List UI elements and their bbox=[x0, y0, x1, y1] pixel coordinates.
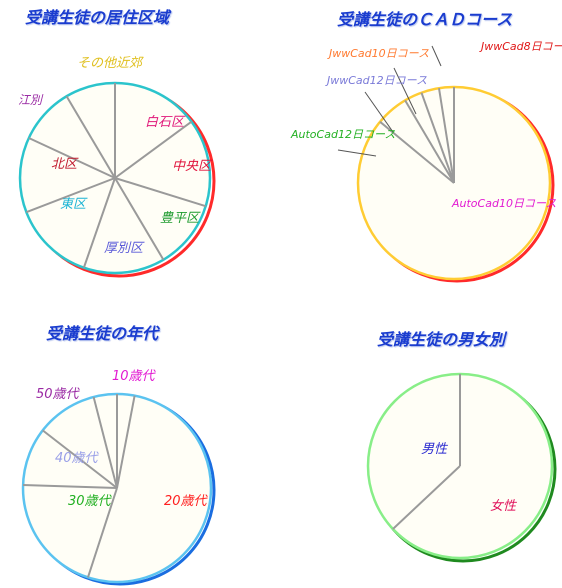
callout-leader-line bbox=[393, 67, 417, 115]
chart-panel-residence: 受講生徒の居住区域 白石区中央区豊平区 厚別区 東区 北区 江別 その他近郊 bbox=[0, 0, 281, 294]
chart-title-cad-course: 受講生徒のＣＡＤコース bbox=[337, 10, 513, 29]
pie-slice-divider bbox=[437, 88, 455, 184]
chart-title-age: 受講生徒の年代 bbox=[46, 324, 159, 343]
pie-slice-label: 50歳代 bbox=[36, 387, 81, 402]
chart-panel-gender: 受講生徒の男女別 女性 男性 bbox=[281, 294, 562, 588]
callout-leader-line bbox=[337, 149, 377, 157]
pie-slice-divider bbox=[114, 177, 165, 261]
pie-slice-divider bbox=[87, 487, 118, 578]
callout-leader-line bbox=[431, 45, 442, 67]
pie-chart-gender: 女性 男性 bbox=[366, 372, 557, 563]
pie-slice-label: 白石区 bbox=[145, 115, 186, 130]
pie-slice-label: JwwCad12日コース bbox=[325, 74, 427, 87]
pie-slice-label: その他近郊 bbox=[77, 56, 144, 71]
pie-slice-label: 女性 bbox=[490, 498, 518, 514]
pie-slice-divider bbox=[23, 484, 118, 489]
pie-slice-label: 40歳代 bbox=[55, 451, 100, 466]
pie-slice-divider bbox=[65, 95, 116, 179]
pie-slice-divider bbox=[92, 396, 118, 489]
chart-title-gender: 受講生徒の男女別 bbox=[377, 330, 506, 349]
pie-chart-age: 10歳代 20歳代 30歳代 40歳代 50歳代 bbox=[21, 369, 216, 586]
pie-slice-label: AutoCad10日コース bbox=[451, 197, 556, 210]
pie-slice-label: 厚別区 bbox=[104, 241, 145, 256]
callout-leader-line bbox=[364, 91, 394, 133]
pie-slice-label: 10歳代 bbox=[112, 369, 157, 384]
pie-slice-divider bbox=[114, 120, 193, 179]
pie-slice-label: 中央区 bbox=[172, 159, 213, 174]
pie-slice-label: JwwCad10日コース bbox=[327, 47, 429, 60]
pie-slice-divider bbox=[25, 177, 116, 214]
pie-slice-label: 男性 bbox=[421, 442, 449, 457]
pie-slice-label: JwwCad8日コース他 bbox=[479, 40, 562, 53]
pie-slice-divider bbox=[42, 429, 118, 489]
pie-slice-divider bbox=[116, 395, 136, 489]
pie-slice-label: 20歳代 bbox=[164, 494, 209, 509]
pie-slice-divider bbox=[404, 99, 455, 184]
pie-slice-label: 30歳代 bbox=[68, 494, 113, 509]
pie-slice-label: 北区 bbox=[51, 157, 79, 172]
pie-slice-divider bbox=[420, 92, 455, 184]
pie-slice-label: 江別 bbox=[18, 93, 44, 107]
chart-panel-age: 受講生徒の年代 10歳代 20歳代 30歳代 40歳代 50歳代 bbox=[0, 294, 281, 588]
pie-slice-divider bbox=[28, 137, 116, 179]
pie-chart-cad-course: JwwCad8日コース他 JwwCad10日コース JwwCad12日コース Auto… bbox=[290, 40, 562, 283]
pie-slice-divider bbox=[379, 121, 455, 184]
chart-panel-cad-course: 受講生徒のＣＡＤコース JwwCad8日コース他JwwCad10日コースJwwC… bbox=[281, 0, 562, 294]
pie-slice-label: 豊平区 bbox=[160, 211, 201, 226]
pie-slice-divider bbox=[114, 177, 207, 208]
pie-slice-divider bbox=[82, 177, 116, 269]
pie-slice-label: 東区 bbox=[60, 197, 88, 212]
pie-slice-label: AutoCad12日コース bbox=[290, 128, 395, 141]
pie-slice-divider bbox=[392, 465, 461, 530]
chart-title-residence: 受講生徒の居住区域 bbox=[25, 8, 170, 27]
